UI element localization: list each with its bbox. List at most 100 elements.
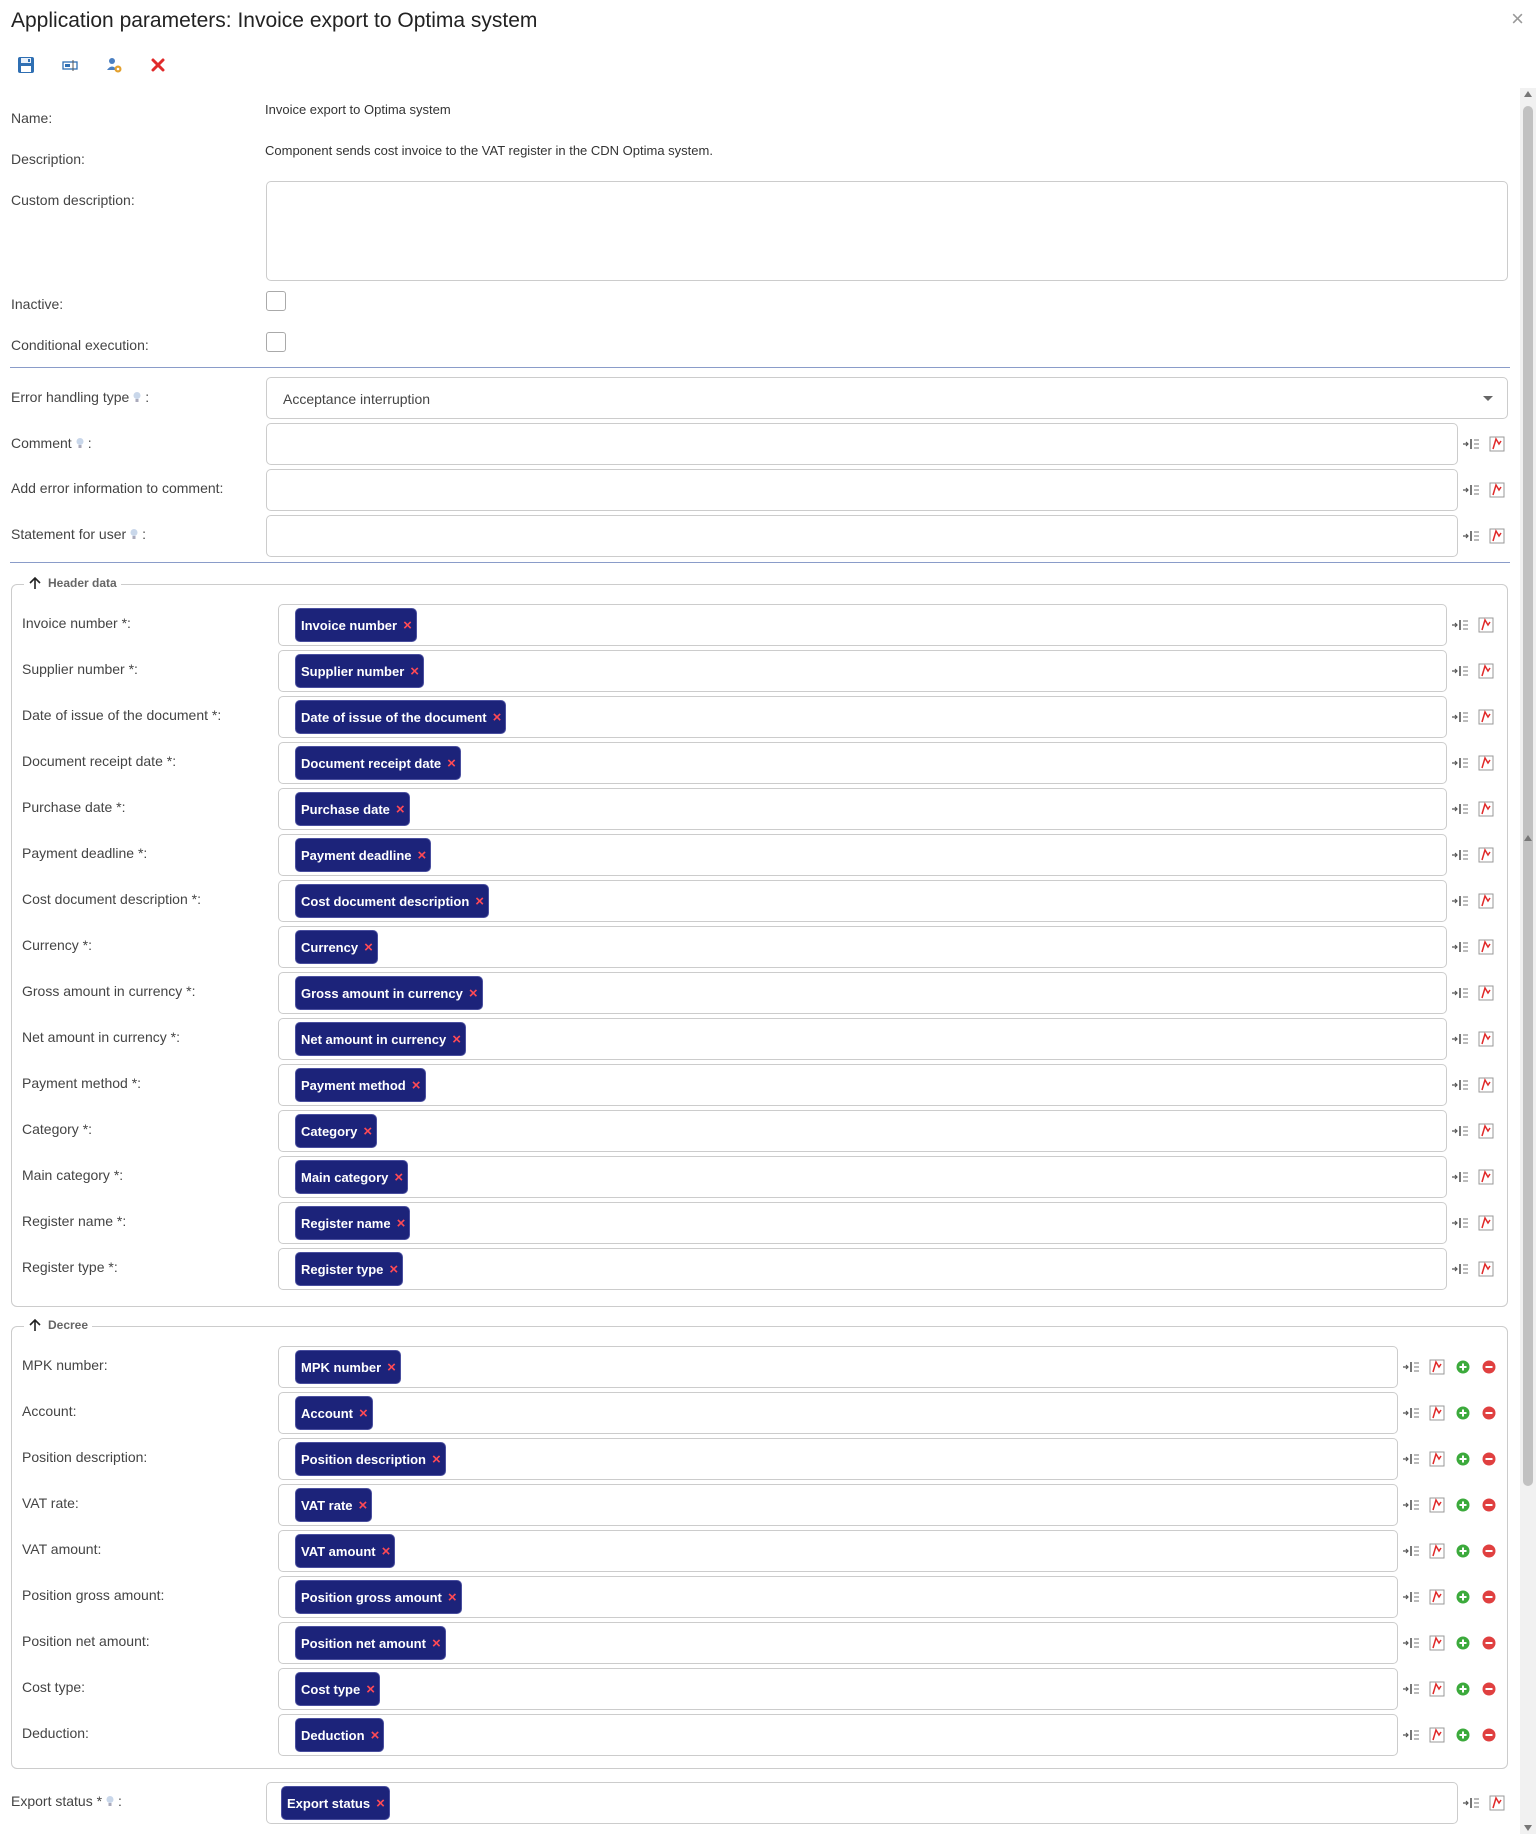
function-editor-icon[interactable]: [1428, 1496, 1446, 1514]
insert-variable-icon[interactable]: [1451, 1214, 1469, 1232]
custom-description-textarea[interactable]: [266, 181, 1508, 281]
insert-variable-icon[interactable]: [1402, 1634, 1420, 1652]
header_data-field-input[interactable]: Date of issue of the document ×: [278, 696, 1447, 738]
inactive-checkbox[interactable]: [266, 291, 286, 311]
close-icon[interactable]: ×: [1511, 6, 1524, 31]
remove-chip-icon[interactable]: ×: [411, 1076, 421, 1094]
insert-variable-icon[interactable]: [1451, 1122, 1469, 1140]
decree-field-input[interactable]: MPK number ×: [278, 1346, 1398, 1388]
insert-variable-icon[interactable]: [1402, 1726, 1420, 1744]
rename-button[interactable]: [58, 53, 82, 77]
header_data-field-input[interactable]: Category ×: [278, 1110, 1447, 1152]
header_data-field-input[interactable]: Cost document description ×: [278, 880, 1447, 922]
insert-variable-icon[interactable]: [1402, 1542, 1420, 1560]
header_data-field-input[interactable]: Invoice number ×: [278, 604, 1447, 646]
insert-variable-icon[interactable]: [1451, 1076, 1469, 1094]
remove-chip-icon[interactable]: ×: [475, 892, 485, 910]
header_data-field-input[interactable]: Register type ×: [278, 1248, 1447, 1290]
remove-row-icon[interactable]: [1480, 1542, 1498, 1560]
remove-chip-icon[interactable]: ×: [389, 1260, 399, 1278]
insert-variable-icon[interactable]: [1451, 892, 1469, 910]
add-row-icon[interactable]: [1454, 1680, 1472, 1698]
insert-variable-icon[interactable]: [1451, 1168, 1469, 1186]
insert-variable-icon[interactable]: [1451, 662, 1469, 680]
function-editor-icon[interactable]: [1477, 708, 1495, 726]
insert-variable-icon[interactable]: [1462, 481, 1480, 499]
remove-chip-icon[interactable]: ×: [381, 1542, 391, 1560]
remove-chip-icon[interactable]: ×: [396, 1214, 406, 1232]
function-editor-icon[interactable]: [1477, 846, 1495, 864]
remove-chip-icon[interactable]: ×: [358, 1496, 368, 1514]
insert-variable-icon[interactable]: [1402, 1588, 1420, 1606]
add-row-icon[interactable]: [1454, 1542, 1472, 1560]
decree-field-input[interactable]: Deduction ×: [278, 1714, 1398, 1756]
remove-chip-icon[interactable]: ×: [452, 1030, 461, 1048]
settings-button[interactable]: [102, 53, 126, 77]
add-row-icon[interactable]: [1454, 1496, 1472, 1514]
function-editor-icon[interactable]: [1488, 481, 1506, 499]
header_data-field-input[interactable]: Payment method ×: [278, 1064, 1447, 1106]
insert-variable-icon[interactable]: [1462, 1794, 1480, 1812]
function-editor-icon[interactable]: [1477, 1076, 1495, 1094]
insert-variable-icon[interactable]: [1451, 1260, 1469, 1278]
error-handling-type-select[interactable]: Acceptance interruption: [266, 377, 1508, 419]
remove-row-icon[interactable]: [1480, 1726, 1498, 1744]
insert-variable-icon[interactable]: [1402, 1404, 1420, 1422]
insert-variable-icon[interactable]: [1462, 435, 1480, 453]
remove-row-icon[interactable]: [1480, 1450, 1498, 1468]
header_data-field-input[interactable]: Purchase date ×: [278, 788, 1447, 830]
scrollbar-thumb[interactable]: [1523, 106, 1533, 1486]
function-editor-icon[interactable]: [1477, 984, 1495, 1002]
remove-chip-icon[interactable]: ×: [447, 1588, 457, 1606]
insert-variable-icon[interactable]: [1402, 1450, 1420, 1468]
function-editor-icon[interactable]: [1428, 1726, 1446, 1744]
scroll-up-arrow-icon[interactable]: [1524, 91, 1532, 97]
decree-field-input[interactable]: VAT amount ×: [278, 1530, 1398, 1572]
function-editor-icon[interactable]: [1477, 938, 1495, 956]
remove-chip-icon[interactable]: ×: [492, 708, 502, 726]
function-editor-icon[interactable]: [1477, 754, 1495, 772]
function-editor-icon[interactable]: [1428, 1450, 1446, 1468]
header_data-field-input[interactable]: Net amount in currency ×: [278, 1018, 1447, 1060]
insert-variable-icon[interactable]: [1451, 800, 1469, 818]
insert-variable-icon[interactable]: [1451, 1030, 1469, 1048]
insert-variable-icon[interactable]: [1402, 1680, 1420, 1698]
header_data-field-input[interactable]: Gross amount in currency ×: [278, 972, 1447, 1014]
function-editor-icon[interactable]: [1477, 1030, 1495, 1048]
remove-chip-icon[interactable]: ×: [364, 938, 373, 956]
remove-chip-icon[interactable]: ×: [387, 1358, 396, 1376]
insert-variable-icon[interactable]: [1451, 938, 1469, 956]
insert-variable-icon[interactable]: [1451, 984, 1469, 1002]
insert-variable-icon[interactable]: [1451, 616, 1469, 634]
scroll-down-arrow-icon[interactable]: [1524, 1825, 1532, 1831]
decree-field-input[interactable]: Position description ×: [278, 1438, 1398, 1480]
remove-chip-icon[interactable]: ×: [370, 1726, 380, 1744]
remove-row-icon[interactable]: [1480, 1358, 1498, 1376]
decree-field-input[interactable]: VAT rate ×: [278, 1484, 1398, 1526]
vertical-scrollbar[interactable]: [1520, 88, 1536, 1834]
insert-variable-icon[interactable]: [1462, 527, 1480, 545]
header_data-field-input[interactable]: Main category ×: [278, 1156, 1447, 1198]
remove-row-icon[interactable]: [1480, 1496, 1498, 1514]
arrow-up-icon[interactable]: [28, 1318, 42, 1332]
header_data-field-input[interactable]: Document receipt date ×: [278, 742, 1447, 784]
remove-chip-icon[interactable]: ×: [363, 1122, 373, 1140]
function-editor-icon[interactable]: [1488, 527, 1506, 545]
remove-row-icon[interactable]: [1480, 1588, 1498, 1606]
function-editor-icon[interactable]: [1477, 1260, 1495, 1278]
arrow-up-icon[interactable]: [28, 576, 42, 590]
decree-field-input[interactable]: Cost type ×: [278, 1668, 1398, 1710]
add-row-icon[interactable]: [1454, 1726, 1472, 1744]
remove-row-icon[interactable]: [1480, 1404, 1498, 1422]
insert-variable-icon[interactable]: [1402, 1496, 1420, 1514]
header_data-field-input[interactable]: Register name ×: [278, 1202, 1447, 1244]
remove-chip-icon[interactable]: ×: [395, 800, 405, 818]
function-editor-icon[interactable]: [1428, 1634, 1446, 1652]
function-editor-icon[interactable]: [1428, 1680, 1446, 1698]
function-editor-icon[interactable]: [1428, 1358, 1446, 1376]
remove-chip-icon[interactable]: ×: [359, 1404, 368, 1422]
function-editor-icon[interactable]: [1428, 1404, 1446, 1422]
add-row-icon[interactable]: [1454, 1404, 1472, 1422]
add-row-icon[interactable]: [1454, 1588, 1472, 1606]
remove-row-icon[interactable]: [1480, 1634, 1498, 1652]
